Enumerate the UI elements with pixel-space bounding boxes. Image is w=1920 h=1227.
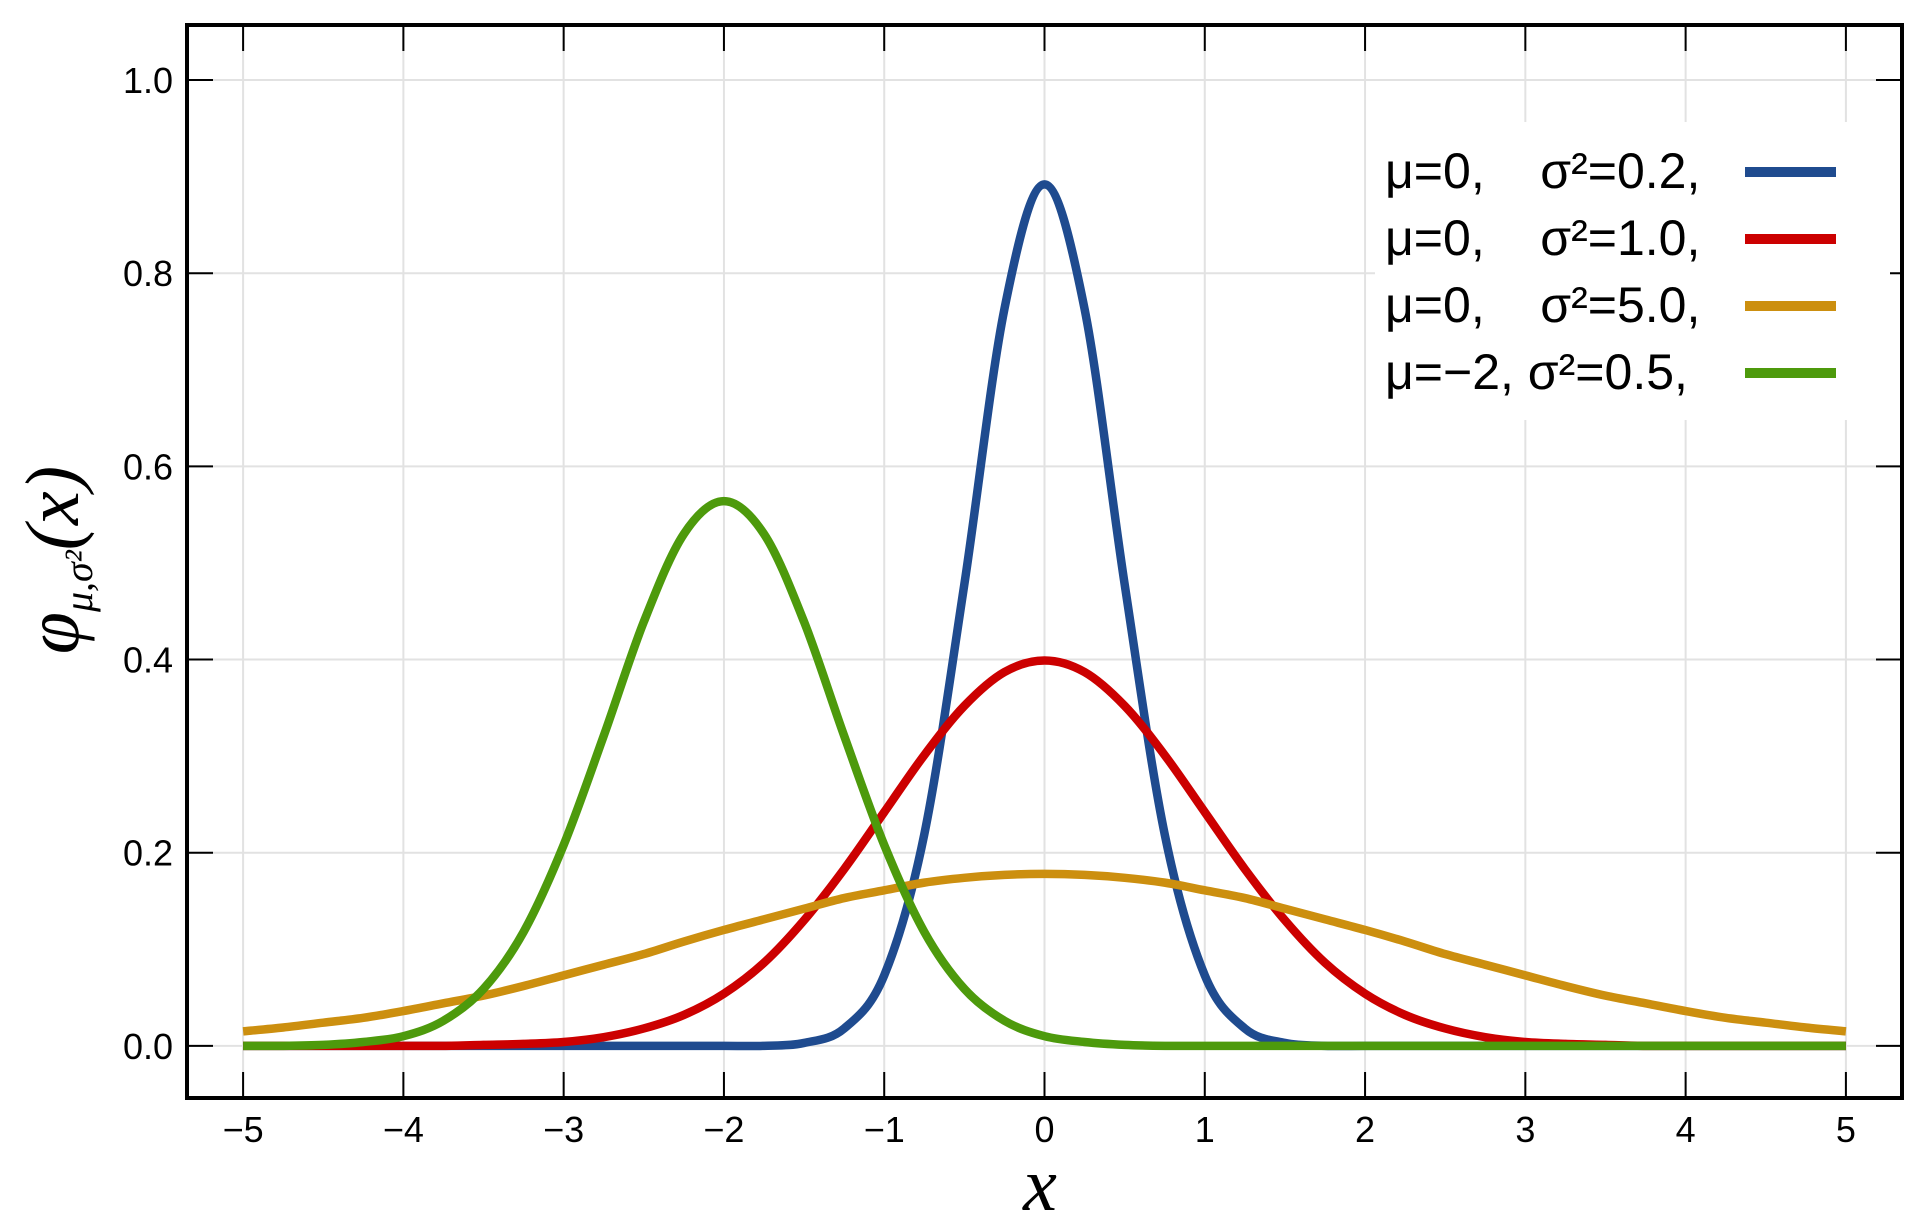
legend-label: μ=0, σ²=1.0, — [1385, 210, 1700, 266]
x-axis-label: x — [1022, 1143, 1057, 1227]
x-tick-label: −3 — [543, 1109, 584, 1150]
y-axis-label: φμ,σ²(x) — [11, 466, 101, 654]
x-tick-label: 2 — [1355, 1109, 1375, 1150]
series-line — [242, 869, 1847, 1036]
y-axis-label-symbol: φ — [11, 612, 95, 654]
y-tick-label: 1.0 — [123, 60, 173, 101]
x-tick-label: −5 — [223, 1109, 264, 1150]
series-line — [243, 496, 1846, 1051]
y-tick-label: 0.4 — [123, 640, 173, 681]
legend-label: μ=0, σ²=5.0, — [1385, 277, 1700, 333]
x-tick-label: −1 — [864, 1109, 905, 1150]
x-tick-label: 0 — [1034, 1109, 1054, 1150]
y-tick-label: 0.8 — [123, 253, 173, 294]
legend-label: μ=0, σ²=0.2, — [1385, 143, 1700, 199]
x-tick-label: −4 — [383, 1109, 424, 1150]
plot-frame — [185, 23, 1904, 1100]
y-tick-label: 0.2 — [123, 833, 173, 874]
x-tick-label: 3 — [1515, 1109, 1535, 1150]
x-tick-label: 5 — [1836, 1109, 1856, 1150]
x-tick-label: 1 — [1195, 1109, 1215, 1150]
y-tick-label: 0.0 — [123, 1026, 173, 1067]
y-axis-label-argument: (x) — [11, 466, 95, 550]
x-tick-label: 4 — [1676, 1109, 1696, 1150]
x-tick-label: −2 — [703, 1109, 744, 1150]
legend-label: μ=−2, σ²=0.5, — [1385, 344, 1688, 400]
y-tick-label: 0.6 — [123, 446, 173, 487]
y-axis-label-subscript: μ,σ² — [56, 549, 101, 613]
